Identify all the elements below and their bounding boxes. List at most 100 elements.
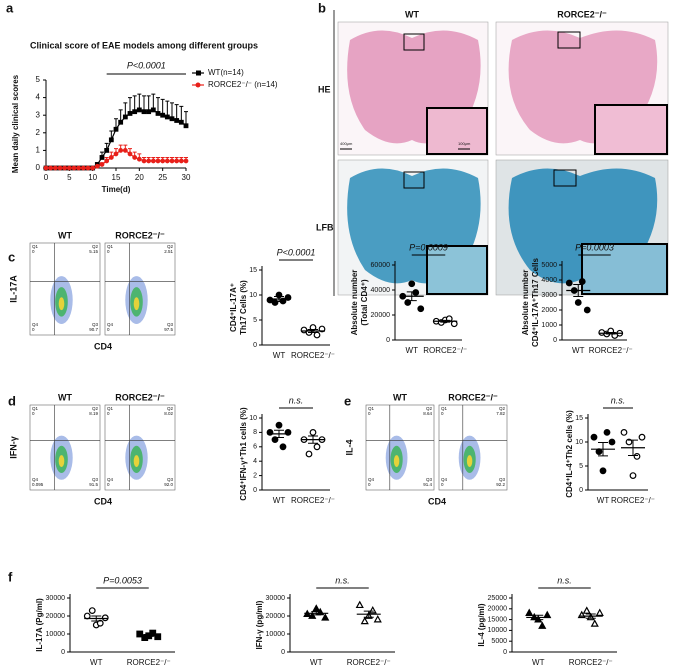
marker — [154, 633, 162, 641]
sem-bar — [308, 329, 318, 333]
marker — [48, 165, 54, 171]
sem-bar — [91, 615, 102, 622]
annotation: P=0.0009 — [409, 242, 448, 252]
y-tick-label: 8 — [253, 429, 257, 436]
y-axis-label: CD4⁺IFN-γ⁺Th1 cells (%) — [239, 407, 248, 501]
marker — [99, 155, 105, 160]
histology: 400μm 100μm WT RORCE2⁻/⁻ HE LFB — [316, 9, 669, 296]
marker — [565, 279, 573, 287]
marker — [625, 438, 633, 446]
marker — [132, 109, 138, 115]
sem-bar — [605, 332, 616, 335]
y-tick-label: 1 — [36, 146, 41, 155]
y-tick-label: 0 — [253, 342, 257, 349]
scale-bar-label: 400μm — [340, 141, 353, 146]
marker — [629, 472, 637, 480]
marker — [590, 433, 598, 441]
y-tick-label: 10 — [249, 415, 257, 422]
error-bar — [174, 104, 179, 121]
x-tick-label: WT — [273, 496, 286, 505]
marker — [88, 607, 96, 614]
y-tick-label: 4 — [36, 93, 41, 102]
marker — [308, 611, 317, 619]
marker — [101, 614, 109, 622]
flow-density — [58, 455, 65, 468]
marker — [155, 158, 161, 164]
y-axis-label: Mean daily clinical scores — [11, 74, 20, 173]
quadrant-name: Q2 — [167, 244, 174, 249]
quadrant-name: Q4 — [107, 322, 114, 327]
marker — [309, 429, 317, 436]
y-tick-label: 60000 — [371, 262, 391, 269]
y-tick-label: 5 — [253, 317, 257, 324]
quadrant-value: 0 — [441, 411, 444, 416]
panel-label: d — [8, 393, 16, 408]
y-tick-label: 0 — [61, 649, 65, 656]
marker — [122, 147, 128, 153]
marker — [136, 630, 144, 638]
quadrant-value: 8.19 — [89, 411, 98, 416]
marker — [80, 165, 86, 171]
sem-bar — [585, 613, 596, 619]
marker — [595, 608, 604, 616]
x-tick-label: 20 — [135, 173, 144, 182]
quadrant-name: Q3 — [92, 322, 99, 327]
quadrant-value: 0 — [107, 249, 110, 254]
sem-bar — [143, 634, 154, 637]
y-tick-label: 0 — [36, 163, 41, 172]
y-tick-label: 4000 — [541, 277, 557, 284]
quadrant-value: 0 — [368, 482, 371, 487]
y-axis-label: CD4⁺IL-17A⁺ — [229, 283, 238, 332]
y-axis-label: IL-17A (Pg/ml) — [35, 598, 44, 652]
x-tick-label: 10 — [88, 173, 97, 182]
flow-y-label: IFN-γ — [8, 436, 18, 459]
legend-marker — [195, 82, 201, 88]
y-tick-label: 5000 — [541, 262, 557, 269]
y-tick-label: 15 — [575, 415, 583, 422]
y-tick-label: 2000 — [541, 307, 557, 314]
quadrant-name: Q4 — [441, 477, 448, 482]
error-bar — [160, 98, 165, 116]
marker — [373, 614, 382, 623]
x-tick-label: WT — [273, 351, 286, 360]
marker — [160, 112, 166, 118]
y-tick-label: 40000 — [371, 287, 391, 294]
x-tick-label: WT — [597, 496, 610, 505]
y-tick-label: 20000 — [266, 613, 286, 620]
quadrant-name: Q1 — [107, 406, 114, 411]
x-tick-label: WT — [406, 346, 419, 355]
marker — [141, 158, 147, 164]
row-label: LFB — [316, 222, 334, 232]
roi-box — [403, 171, 425, 189]
y-tick-label: 0 — [553, 337, 557, 344]
quadrant-value: 0 — [368, 411, 371, 416]
quadrant-name: Q4 — [32, 322, 39, 327]
sem-bar — [598, 441, 608, 457]
error-bar — [146, 95, 151, 112]
marker — [633, 453, 641, 460]
sem-bar — [628, 439, 638, 456]
marker — [122, 114, 128, 120]
annotation: P=0.0003 — [575, 242, 614, 252]
y-tick-label: 2 — [36, 128, 41, 137]
annotation: n.s. — [611, 395, 626, 405]
marker — [620, 429, 628, 436]
marker — [578, 278, 586, 285]
quadrant-name: Q4 — [107, 477, 114, 482]
marker — [638, 433, 646, 441]
x-tick-label: RORCE2⁻/⁻ — [611, 496, 655, 505]
marker — [412, 289, 420, 296]
sem-bar — [363, 610, 374, 618]
quadrant-name: Q1 — [368, 406, 375, 411]
column-label: RORCE2⁻/⁻ — [557, 9, 607, 19]
panel-label: c — [8, 249, 15, 264]
quadrant-value: 8.64 — [423, 411, 432, 416]
marker — [150, 107, 156, 113]
quadrant-value: 5.15 — [89, 249, 98, 254]
y-axis-label: (Total CD4⁺) — [360, 279, 369, 326]
x-tick-label: RORCE2⁻/⁻ — [569, 658, 613, 667]
flow-y-label: IL-17A — [8, 275, 18, 303]
y-tick-label: 0 — [579, 487, 583, 494]
flow-density — [58, 297, 65, 311]
marker — [108, 137, 114, 143]
